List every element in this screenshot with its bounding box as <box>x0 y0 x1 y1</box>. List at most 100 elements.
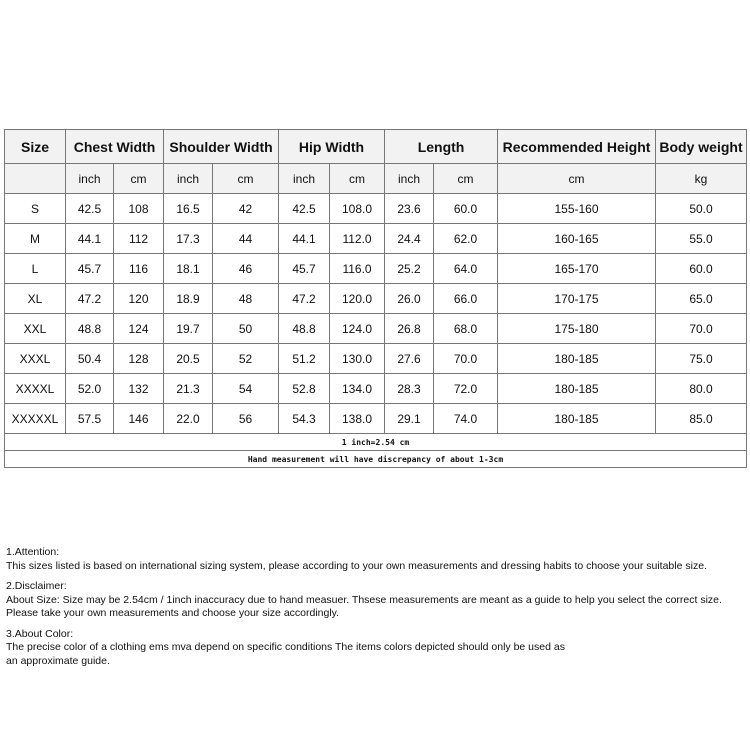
table-row: L 45.7 116 18.1 46 45.7 116.0 25.2 64.0 165-170 60… <box>4 253 748 284</box>
table-cell: 60.0 <box>655 253 748 284</box>
table-row: XXXXXL 57.5 146 22.0 56 54.3 138.0 29.1 74.0 180-… <box>4 403 748 434</box>
table-cell: 26.0 <box>384 283 435 314</box>
table-cell: 66.0 <box>433 283 499 314</box>
unit-cell: cm <box>112 163 165 194</box>
table-cell: 108 <box>112 193 165 224</box>
table-cell: 70.0 <box>433 343 499 374</box>
table-cell: 48.8 <box>65 313 114 344</box>
table-cell: 47.2 <box>65 283 114 314</box>
unit-cell: cm <box>497 163 657 194</box>
table-cell: 52 <box>212 343 280 374</box>
table-cell: 65.0 <box>655 283 748 314</box>
unit-cell: inch <box>163 163 214 194</box>
table-cell: 50 <box>212 313 280 344</box>
table-cell: 27.6 <box>384 343 435 374</box>
header-hip-width: Hip Width <box>278 129 386 164</box>
table-cell: 28.3 <box>384 373 435 404</box>
table-cell: 26.8 <box>384 313 435 344</box>
table-cell: XXXXL <box>4 373 66 404</box>
table-cell: 112 <box>112 223 165 254</box>
table-cell: 64.0 <box>433 253 499 284</box>
table-cell: 20.5 <box>163 343 214 374</box>
header-length: Length <box>384 129 499 164</box>
unit-cell: kg <box>655 163 748 194</box>
table-cell: 42.5 <box>278 193 331 224</box>
header-chest-width: Chest Width <box>64 129 165 164</box>
table-cell: 52.0 <box>65 373 114 404</box>
disclaimer-title: 2.Disclaimer: <box>6 580 67 592</box>
table-cell: 18.9 <box>163 283 214 314</box>
header-body-weight: Body weight <box>655 129 748 164</box>
table-cell: 155-160 <box>497 193 657 224</box>
table-cell: 80.0 <box>655 373 748 404</box>
table-cell: 57.5 <box>65 403 114 434</box>
table-cell: 16.5 <box>163 193 214 224</box>
measurement-note: Hand measurement will have discrepancy o… <box>3 450 748 468</box>
table-cell: XL <box>4 283 66 314</box>
units-row: inch cm inch cm inch cm inch cm cm kg <box>4 163 748 194</box>
table-cell: 44.1 <box>65 223 114 254</box>
disclaimer-text-1: About Size: Size may be 2.54cm / 1inch i… <box>6 593 722 606</box>
color-text-2: an approximate guide. <box>6 654 110 667</box>
table-cell: 44 <box>212 223 280 254</box>
table-cell: 160-165 <box>497 223 657 254</box>
header-shoulder-width: Shoulder Width <box>163 129 280 164</box>
table-cell: 112.0 <box>329 223 386 254</box>
conversion-note: 1 inch=2.54 cm <box>3 433 748 451</box>
table-cell: 116 <box>112 253 165 284</box>
table-cell: 72.0 <box>433 373 499 404</box>
table-cell: XXXXXL <box>4 403 66 434</box>
color-title: 3.About Color: <box>6 627 74 640</box>
table-cell: 51.2 <box>278 343 331 374</box>
table-cell: 165-170 <box>497 253 657 284</box>
note1-row: 1 inch=2.54 cm <box>3 433 748 451</box>
table-cell: 45.7 <box>278 253 331 284</box>
header-row: Size Chest Width Shoulder Width Hip Widt… <box>4 129 748 164</box>
table-cell: 68.0 <box>433 313 499 344</box>
table-cell: 48 <box>212 283 280 314</box>
table-cell: 50.4 <box>65 343 114 374</box>
table-cell: 120 <box>112 283 165 314</box>
table-cell: 48.8 <box>278 313 331 344</box>
table-cell: L <box>4 253 66 284</box>
table-cell: 85.0 <box>655 403 748 434</box>
unit-cell: cm <box>212 163 280 194</box>
header-recommended-height: Recommended Height <box>497 129 657 164</box>
table-cell: 21.3 <box>163 373 214 404</box>
table-cell: XXL <box>4 313 66 344</box>
table-cell: 45.7 <box>65 253 114 284</box>
unit-cell: cm <box>329 163 386 194</box>
attention-title: 1.Attention: <box>6 546 60 558</box>
table-cell: 50.0 <box>655 193 748 224</box>
table-cell: 29.1 <box>384 403 435 434</box>
table-cell: 52.8 <box>278 373 331 404</box>
table-cell: 60.0 <box>433 193 499 224</box>
table-cell: 23.6 <box>384 193 435 224</box>
unit-cell: cm <box>433 163 499 194</box>
table-row: S 42.5 108 16.5 42 42.5 108.0 23.6 60.0 155-160 50… <box>4 193 748 224</box>
table-cell: 124 <box>112 313 165 344</box>
table-cell: 146 <box>112 403 165 434</box>
unit-cell <box>4 163 66 194</box>
table-cell: 17.3 <box>163 223 214 254</box>
table-cell: 24.4 <box>384 223 435 254</box>
table-row: XXXL 50.4 128 20.5 52 51.2 130.0 27.6 70.0 180-18… <box>4 343 748 374</box>
table-row: XXXXL 52.0 132 21.3 54 52.8 134.0 28.3 72.0 180-1… <box>4 373 748 404</box>
table-cell: 54 <box>212 373 280 404</box>
table-cell: 120.0 <box>329 283 386 314</box>
table-cell: 124.0 <box>329 313 386 344</box>
unit-cell: inch <box>65 163 114 194</box>
color-text-1: The precise color of a clothing ems mva … <box>6 641 565 653</box>
note2-row: Hand measurement will have discrepancy o… <box>3 450 748 468</box>
table-row: XL 47.2 120 18.9 48 47.2 120.0 26.0 66.0 170-175 6… <box>4 283 748 314</box>
table-cell: 170-175 <box>497 283 657 314</box>
table-cell: 134.0 <box>329 373 386 404</box>
table-cell: 42.5 <box>65 193 114 224</box>
table-cell: 74.0 <box>433 403 499 434</box>
table-cell: 54.3 <box>278 403 331 434</box>
table-cell: S <box>4 193 66 224</box>
table-cell: 46 <box>212 253 280 284</box>
table-cell: 19.7 <box>163 313 214 344</box>
table-cell: 128 <box>112 343 165 374</box>
table-cell: 70.0 <box>655 313 748 344</box>
